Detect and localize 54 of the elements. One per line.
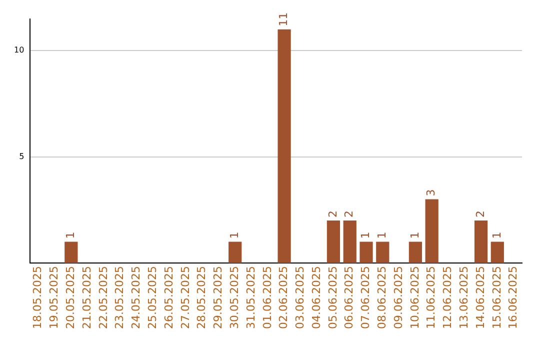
bar <box>64 242 78 264</box>
x-tick-label: 12.06.2025 <box>441 266 454 330</box>
x-tick-label: 22.05.2025 <box>96 266 110 330</box>
x-tick-label: 20.05.2025 <box>64 266 78 330</box>
x-tick-label: 04.06.2025 <box>310 266 323 330</box>
x-tick-label: 14.06.2025 <box>474 266 487 330</box>
x-tick-label: 03.06.2025 <box>294 266 307 330</box>
x-tick-label: 07.06.2025 <box>359 266 372 330</box>
x-tick-label: 16.06.2025 <box>506 266 520 330</box>
x-tick-label: 29.05.2025 <box>212 266 225 330</box>
x-tick-label: 27.05.2025 <box>178 266 192 330</box>
y-tick-label: 10 <box>14 46 24 55</box>
x-tick-label: 21.05.2025 <box>80 266 94 330</box>
data-label: 1 <box>64 232 78 239</box>
x-tick-label: 11.06.2025 <box>424 266 438 330</box>
bar <box>490 242 504 264</box>
x-tick-label: 30.05.2025 <box>228 266 241 330</box>
x-tick-label: 25.05.2025 <box>146 266 159 330</box>
bar <box>326 220 340 264</box>
data-label: 1 <box>228 232 241 239</box>
x-tick-label: 02.06.2025 <box>277 266 290 330</box>
x-tick-label: 06.06.2025 <box>342 266 356 330</box>
data-label: 1 <box>490 232 504 239</box>
bar <box>278 29 291 264</box>
data-label: 1 <box>359 232 372 239</box>
x-tick-label: 10.06.2025 <box>408 266 422 330</box>
bar <box>376 242 390 264</box>
x-tick-label: 28.05.2025 <box>195 266 208 330</box>
x-tick-label: 09.06.2025 <box>392 266 405 330</box>
data-label: 1 <box>408 232 422 239</box>
data-label: 3 <box>424 189 438 196</box>
bar <box>360 242 373 264</box>
x-tick-label: 18.05.2025 <box>31 266 44 330</box>
bar <box>474 220 488 264</box>
x-tick-label: 24.05.2025 <box>130 266 143 330</box>
data-label: 2 <box>326 210 340 218</box>
y-tick-label: 5 <box>19 152 24 161</box>
bar <box>425 199 438 264</box>
data-label: 2 <box>342 210 356 218</box>
x-tick-label: 08.06.2025 <box>376 266 389 330</box>
data-label: 2 <box>474 210 487 218</box>
bar <box>343 220 356 264</box>
x-tick-label: 05.06.2025 <box>326 266 340 330</box>
data-label: 1 <box>376 232 389 239</box>
x-tick-label: 26.05.2025 <box>162 266 176 330</box>
x-tick-label: 13.06.2025 <box>457 266 470 330</box>
x-tick-label: 15.06.2025 <box>490 266 504 330</box>
bar <box>228 242 242 264</box>
x-tick-label: 19.05.2025 <box>48 266 61 330</box>
data-label: 11 <box>277 12 290 26</box>
x-tick-label: 31.05.2025 <box>244 266 258 330</box>
x-tick-label: 01.06.2025 <box>260 266 274 330</box>
x-tick-label: 23.05.2025 <box>113 266 126 330</box>
bar <box>408 242 422 264</box>
